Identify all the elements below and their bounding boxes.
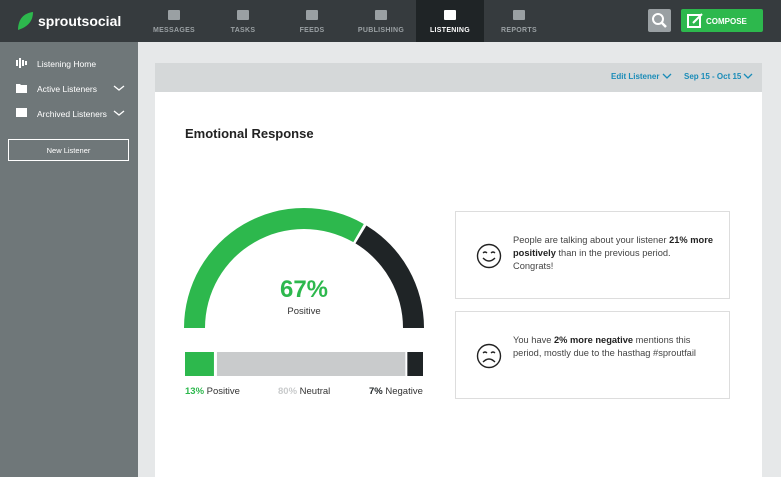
toolbar-chevrons (662, 73, 753, 79)
compose-button[interactable]: COMPOSE (681, 9, 763, 32)
insight-part: 21% more positively (513, 235, 714, 258)
breakdown-percent: 7% (369, 386, 383, 397)
nav-item[interactable]: LISTENING (416, 0, 484, 42)
toolbar (155, 63, 762, 92)
insight-card: People are talking about your listener 2… (455, 211, 730, 299)
nav-item[interactable]: FEEDS (278, 0, 346, 42)
nav-item[interactable]: MESSAGES (140, 0, 208, 42)
gauge-value: 67% (280, 276, 328, 303)
insight-part: 2% more negative (554, 335, 634, 345)
breakdown-label: 80% Neutral (278, 386, 330, 397)
nav-icon (513, 10, 525, 20)
nav-icon-shape (168, 10, 180, 20)
nav-icon (237, 10, 249, 20)
insight-part: mentions this period, mostly due to the … (513, 335, 696, 358)
insight-card: You have 2% more negative mentions this … (455, 311, 730, 399)
nav-icon (168, 10, 180, 20)
sidebar: Listening Home Active Listeners Archived… (0, 42, 138, 477)
gauge-positive (184, 208, 364, 328)
nav-item[interactable]: REPORTS (485, 0, 553, 42)
search-button[interactable] (648, 9, 671, 32)
nav-item[interactable]: PUBLISHING (347, 0, 415, 42)
chevrons (113, 85, 125, 116)
nav-icon-shape (375, 10, 387, 20)
nav-icon-shape (306, 10, 318, 20)
sidebar-icons (16, 58, 27, 117)
top-bar: sproutsocial MESSAGES TASKS FEEDS PUBLISHIN… (0, 0, 781, 42)
nav-icon (375, 10, 387, 20)
nav-icon (306, 10, 318, 20)
nav-icon-shape (444, 10, 456, 20)
breakdown-name: Negative (385, 386, 423, 397)
breakdown-percent: 13% (185, 386, 205, 397)
breakdown-segment (185, 352, 214, 376)
sad-face (476, 343, 502, 369)
breakdown-segment (216, 352, 406, 376)
breakdown-percent: 80% (278, 386, 298, 397)
breakdown-name: Neutral (299, 386, 331, 397)
insight-part: You have (513, 335, 555, 345)
breakdown-label: 13% Positive (185, 386, 240, 397)
insight-part: than in the previous period. Congrats! (513, 248, 671, 271)
brand: sproutsocial (38, 13, 122, 29)
sidebar-item[interactable]: Listening Home (37, 59, 97, 69)
insight-text: People are talking about your listener 2… (513, 234, 713, 273)
nav-icon-shape (513, 10, 525, 20)
sidebar-item[interactable]: Active Listeners (37, 84, 97, 94)
panel-title: Emotional Response (185, 126, 314, 141)
edit-listener[interactable]: Edit Listener (611, 72, 660, 81)
insight-part: People are talking about your listener (513, 235, 670, 245)
date-range[interactable]: Sep 15 - Oct 15 (684, 72, 742, 81)
breakdown-segment (407, 352, 423, 376)
compose-label: COMPOSE (706, 17, 747, 26)
insight-text: You have 2% more negative mentions this … (513, 334, 713, 360)
breakdown-label: 7% Negative (369, 386, 423, 397)
gauge-chart: 67% Positive (184, 208, 424, 376)
new-listener-button[interactable]: New Listener (8, 139, 129, 161)
nav-icon (444, 10, 456, 20)
gauge-rest (355, 225, 424, 328)
gauge-caption: Positive (287, 306, 320, 317)
happy-face (476, 243, 502, 269)
nav-item[interactable]: TASKS (209, 0, 277, 42)
sidebar-item[interactable]: Archived Listeners (37, 109, 107, 119)
breakdown-name: Positive (206, 386, 240, 397)
logo-icon (18, 12, 33, 30)
nav-icon-shape (237, 10, 249, 20)
